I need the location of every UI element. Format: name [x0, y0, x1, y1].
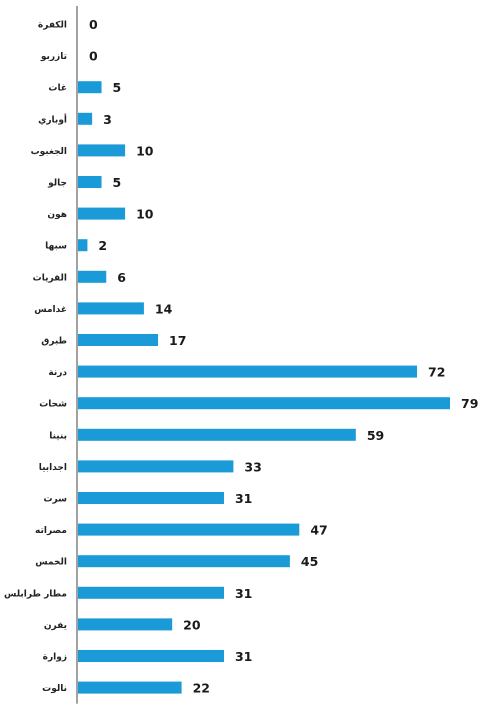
category-label: الكفرة [38, 21, 67, 31]
value-label: 2 [98, 238, 107, 253]
value-label: 6 [117, 270, 126, 285]
bar [78, 207, 126, 220]
bar [78, 555, 290, 568]
category-label: غات [48, 84, 67, 94]
bar [78, 586, 224, 599]
bar [78, 176, 102, 188]
value-label: 59 [367, 428, 384, 443]
category-label: هون [47, 210, 67, 220]
bar [78, 618, 173, 631]
bar [78, 112, 93, 125]
value-label: 0 [89, 17, 98, 32]
category-label: أوباري [38, 113, 67, 125]
value-label: 79 [461, 396, 478, 411]
bar [78, 428, 356, 441]
category-label: بنينا [49, 431, 67, 441]
bar [78, 523, 300, 536]
bar [78, 397, 450, 410]
bar [78, 460, 234, 473]
value-label: 20 [183, 617, 201, 632]
category-label: جالو [47, 179, 67, 189]
bar [78, 681, 182, 694]
category-label: الخمس [35, 558, 67, 568]
category-label: الجغبوب [31, 147, 67, 157]
category-label: القريات [33, 273, 67, 283]
category-label: سبها [45, 242, 67, 252]
category-label: زوارة [43, 653, 67, 663]
bar [78, 239, 88, 252]
value-label: 72 [428, 365, 445, 380]
category-label: غدامس [34, 305, 67, 315]
value-label: 17 [169, 333, 186, 348]
value-label: 47 [310, 523, 327, 538]
bar [78, 334, 159, 346]
category-label: اجدابيا [39, 463, 67, 473]
category-label: سرت [44, 495, 68, 505]
bar [78, 270, 107, 283]
category-labels: الكفرة تازربو غات أوباري الجغبوب جالو هون سبها ا… [4, 21, 67, 695]
value-labels: 0 0 5 3 10 5 10 2 6 14 17 72 79 59 33 31 47 45 31 20 31 22 [89, 17, 478, 696]
value-label: 33 [244, 459, 261, 474]
value-label: 10 [136, 143, 154, 158]
bar [78, 650, 224, 662]
bar [78, 144, 126, 157]
value-label: 10 [136, 207, 154, 222]
category-label: طبرق [41, 337, 67, 347]
value-label: 45 [301, 554, 318, 569]
value-label: 31 [235, 649, 252, 664]
bar [78, 365, 418, 378]
value-label: 14 [155, 301, 173, 316]
category-label: نالوت [42, 684, 67, 694]
category-label: مصراته [35, 526, 67, 536]
bar [78, 81, 102, 94]
category-label: تازربو [40, 52, 67, 62]
value-label: 0 [89, 49, 98, 64]
value-label: 31 [235, 586, 252, 601]
value-label: 5 [113, 175, 122, 190]
value-label: 31 [235, 491, 252, 506]
value-label: 3 [103, 112, 112, 127]
bar [78, 302, 144, 315]
bar [78, 492, 224, 504]
category-label: يفرن [44, 621, 67, 631]
category-label: درنة [48, 368, 67, 378]
value-label: 22 [193, 681, 210, 696]
bars [78, 81, 450, 694]
category-label: مطار طرابلس [4, 589, 67, 599]
category-label: شحات [39, 400, 67, 410]
value-label: 5 [113, 80, 122, 95]
